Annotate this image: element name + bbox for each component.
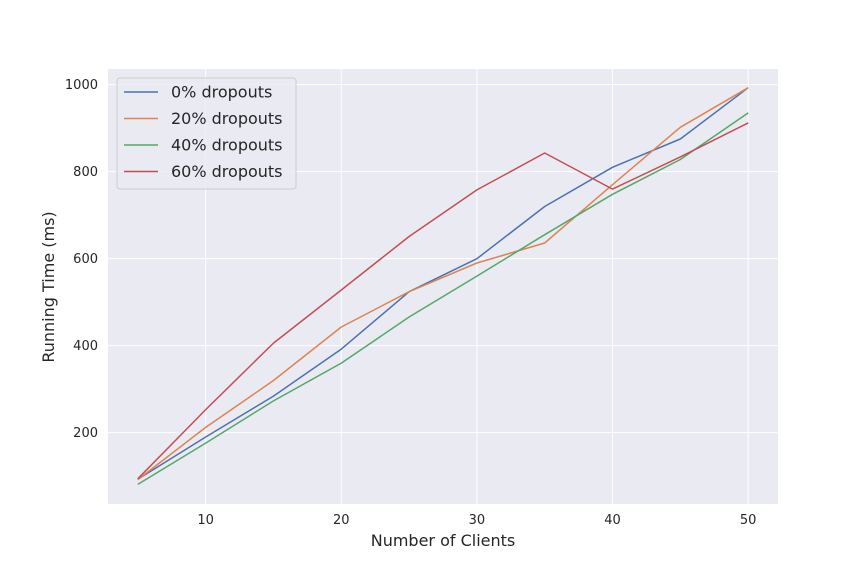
y-tick-labels: 200 400 600 800 1000 xyxy=(65,78,98,441)
x-axis-label: Number of Clients xyxy=(371,531,516,550)
legend-label: 20% dropouts xyxy=(171,109,283,128)
x-tick-label: 40 xyxy=(604,513,621,528)
y-tick-label: 1000 xyxy=(65,78,98,93)
y-axis-label: Running Time (ms) xyxy=(39,211,58,362)
legend-box xyxy=(116,77,297,190)
series-line xyxy=(137,87,749,480)
y-tick-label: 600 xyxy=(73,252,98,267)
legend-label: 60% dropouts xyxy=(171,162,283,181)
x-tick-label: 10 xyxy=(197,513,214,528)
x-tick-label: 30 xyxy=(469,513,486,528)
series-lines xyxy=(137,87,749,486)
y-tick-label: 200 xyxy=(73,426,98,441)
x-tick-labels: 10 20 30 40 50 xyxy=(197,513,756,528)
series-line xyxy=(137,122,749,480)
legend-label: 0% dropouts xyxy=(171,83,272,102)
series-line xyxy=(137,87,749,481)
x-tick-label: 50 xyxy=(740,513,757,528)
y-tick-label: 400 xyxy=(73,339,98,354)
y-tick-label: 800 xyxy=(73,165,98,180)
x-tick-label: 20 xyxy=(333,513,350,528)
legend: 0% dropouts 20% dropouts 40% dropouts 60% d… xyxy=(116,77,297,190)
series-line xyxy=(137,112,749,486)
legend-label: 40% dropouts xyxy=(171,136,283,155)
